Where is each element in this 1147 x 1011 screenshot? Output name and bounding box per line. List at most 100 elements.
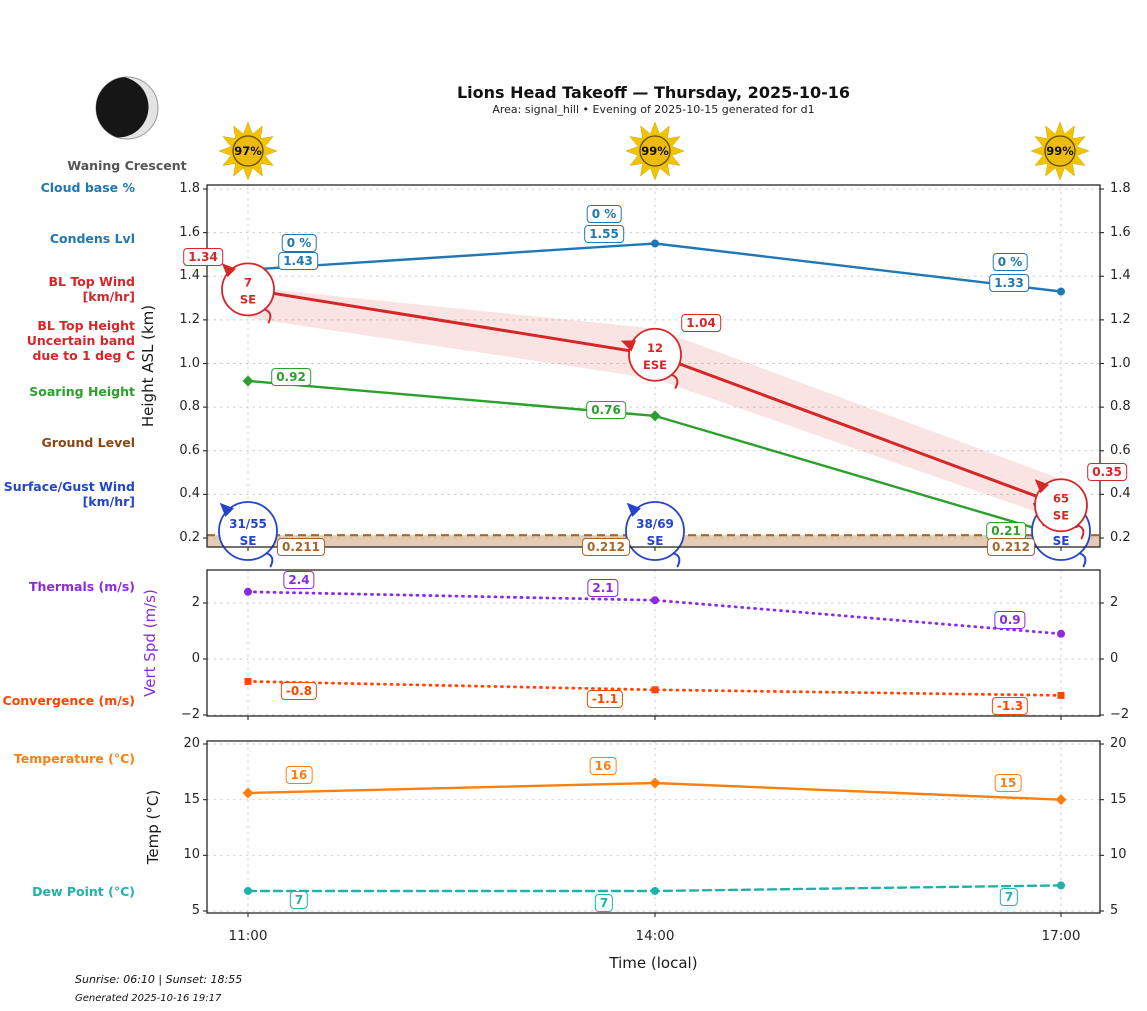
legend-label-convergence: Convergence (m/s) — [2, 693, 135, 708]
legend-label-surface-gust-wind: Surface/Gust Wind [km/hr] — [3, 479, 135, 509]
wind-tail-icon — [1076, 524, 1085, 540]
y-tick-label-left: 0.2 — [179, 530, 200, 545]
y-tick-label-left: 0.6 — [179, 442, 200, 458]
svg-text:SE: SE — [647, 534, 664, 548]
y-tick-label-left: 5 — [191, 903, 200, 918]
y-tick-label-right: 1.4 — [1110, 268, 1131, 284]
legend-label-bl-top-wind: BL Top Wind [km/hr] — [48, 274, 135, 304]
wind-arrow-icon — [221, 263, 236, 278]
y-tick-label-right: 1.6 — [1110, 224, 1131, 240]
moon-icon — [95, 76, 159, 140]
y-tick-label-right: 10 — [1110, 847, 1127, 863]
marker-circle — [244, 587, 252, 596]
bl-top-wind-circle-1: 12 ESE — [620, 327, 682, 389]
svg-text:99%: 99% — [641, 144, 669, 158]
y-tick-label-right: 1.2 — [1110, 311, 1131, 327]
y-tick-label-right: 1.0 — [1110, 355, 1131, 371]
y-tick-label-right: 20 — [1110, 736, 1127, 751]
y-tick-label-right: 0 — [1110, 651, 1119, 666]
y-tick-label-right: −2 — [1110, 707, 1130, 722]
uncertainty-band — [248, 287, 1061, 521]
marker-circle — [1057, 881, 1065, 890]
svg-text:99%: 99% — [1046, 144, 1074, 158]
y-tick-label-left: 0.8 — [179, 399, 200, 415]
surface-wind-circle-0: 31/55 SE — [218, 501, 278, 568]
marker-diamond — [242, 375, 254, 387]
marker-diamond — [649, 777, 661, 789]
y-tick-label-left: 2 — [191, 595, 200, 610]
y-tick-label-left: 0.4 — [179, 486, 200, 502]
y-tick-label-left: −2 — [180, 707, 200, 722]
svg-text:ESE: ESE — [643, 358, 667, 372]
svg-text:12: 12 — [647, 341, 663, 355]
wind-tail-icon — [263, 308, 272, 324]
y-tick-label-left: 1.4 — [179, 268, 200, 284]
y-tick-label-left: 1.0 — [179, 355, 200, 371]
wind-arrow-icon — [219, 502, 234, 517]
wind-tail-icon — [670, 373, 679, 389]
sun-icon-1: 99% — [625, 121, 685, 181]
wind-tail-icon — [672, 552, 681, 568]
svg-text:SE: SE — [240, 534, 257, 548]
bl-top-wind-circle-2: 65 SE — [1034, 478, 1088, 540]
y-tick-label-left: 10 — [183, 847, 200, 863]
y-tick-label-right: 0.8 — [1110, 399, 1131, 415]
y-tick-label-right: 0.4 — [1110, 486, 1131, 502]
x-tick-label-1: 14:00 — [635, 928, 675, 944]
bl-top-wind-circle-0: 7 SE — [221, 262, 275, 324]
series-line-condens-lvl — [246, 242, 1063, 293]
y-tick-label-right: 2 — [1110, 595, 1119, 610]
x-tick-label-0: 11:00 — [228, 928, 268, 944]
panel-1-spine — [206, 569, 1101, 717]
page-subtitle: Area: signal_hill • Evening of 2025-10-1… — [492, 103, 815, 116]
wind-tail-icon — [1078, 552, 1087, 568]
svg-text:31/55: 31/55 — [229, 517, 267, 531]
x-tick-label-2: 17:00 — [1041, 928, 1081, 944]
x-axis-label: Time (local) — [609, 954, 698, 972]
panel-2-spine — [206, 740, 1101, 914]
y-tick-label-left: 15 — [183, 791, 200, 807]
panel-0-spine — [206, 184, 1101, 548]
y-tick-label-left: 20 — [183, 736, 200, 751]
marker-diamond — [1055, 794, 1067, 806]
surface-wind-circle-1: 38/69 SE — [625, 501, 685, 568]
wind-arrow-icon — [1034, 479, 1049, 494]
marker-square — [1057, 691, 1065, 699]
legend-label-temperature: Temperature (°C) — [13, 751, 135, 766]
y-tick-label-right: 1.8 — [1110, 181, 1131, 196]
series-line-convergence — [246, 680, 1063, 697]
y-tick-label-right: 0.6 — [1110, 442, 1131, 458]
legend-label-thermals: Thermals (m/s) — [28, 579, 135, 594]
marker-circle — [651, 886, 659, 895]
legend-label-soaring-height: Soaring Height — [29, 384, 135, 399]
svg-text:65: 65 — [1053, 491, 1069, 505]
legend-label-bl-top-height: BL Top Height Uncertain band due to 1 de… — [26, 318, 135, 363]
legend-label-condens-lvl: Condens Lvl — [49, 231, 135, 246]
y-tick-label-left: 1.8 — [179, 181, 200, 196]
svg-text:SE: SE — [240, 292, 256, 306]
legend-label-ground-level: Ground Level — [41, 435, 135, 450]
y-tick-label-right: 5 — [1110, 903, 1119, 918]
marker-circle — [651, 596, 659, 605]
legend-label-dew-point: Dew Point (°C) — [32, 884, 135, 899]
sun-icon-0: 97% — [218, 121, 278, 181]
y-tick-label-left: 1.6 — [179, 224, 200, 240]
marker-square — [244, 677, 252, 685]
sunrise-sunset-text: Sunrise: 06:10 | Sunset: 18:55 — [75, 973, 243, 986]
marker-diamond — [649, 410, 661, 422]
marker-circle — [651, 239, 659, 248]
svg-text:97%: 97% — [234, 144, 262, 158]
marker-circle — [244, 886, 252, 895]
svg-text:SE: SE — [1053, 508, 1069, 522]
marker-circle — [1057, 629, 1065, 638]
page-title: Lions Head Takeoff — Thursday, 2025-10-1… — [456, 83, 851, 102]
wind-arrow-icon — [620, 340, 636, 352]
marker-diamond — [242, 787, 254, 799]
moon-phase-label: Waning Crescent — [67, 158, 187, 173]
marker-square — [651, 686, 659, 694]
sun-icon-2: 99% — [1030, 121, 1090, 181]
wind-arrow-icon — [626, 502, 641, 517]
marker-circle — [1057, 287, 1065, 296]
